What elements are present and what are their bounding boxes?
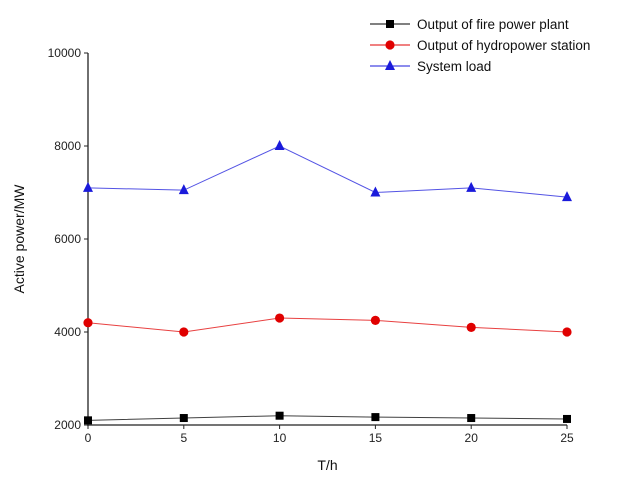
x-tick-label: 5 (180, 431, 187, 445)
chart-ticks: 0 5 10 15 20 25 2000 4000 6000 8000 10000 (48, 46, 574, 445)
legend-label: Output of fire power plant (417, 17, 569, 32)
chart-legend: Output of fire power plant Output of hydr… (370, 17, 590, 74)
data-point (466, 322, 476, 332)
x-tick-label: 15 (369, 431, 383, 445)
y-tick-label: 2000 (54, 418, 81, 432)
data-point (563, 414, 571, 423)
legend-item: System load (370, 59, 491, 74)
x-tick-label: 20 (465, 431, 479, 445)
data-point (84, 416, 92, 425)
data-point (371, 413, 380, 422)
y-tick-label: 8000 (54, 139, 81, 153)
y-tick-label: 6000 (54, 232, 81, 246)
data-point (178, 184, 189, 195)
data-point (562, 191, 572, 202)
chart-axes (87, 53, 567, 426)
legend-label: Output of hydropower station (417, 38, 590, 53)
data-point (83, 318, 93, 328)
data-point (370, 315, 380, 325)
y-tick-label: 4000 (54, 325, 81, 339)
series-1 (84, 411, 571, 425)
x-tick-label: 10 (273, 431, 287, 445)
data-point (466, 181, 477, 192)
x-tick-label: 0 (85, 431, 92, 445)
series-line (87, 415, 568, 421)
series-line (87, 317, 568, 333)
series-3 (83, 140, 572, 202)
x-axis-title: T/h (317, 457, 337, 473)
legend-item: Output of hydropower station (370, 38, 590, 53)
data-point (467, 414, 476, 423)
data-point (275, 411, 284, 420)
data-point (562, 327, 572, 337)
data-point (370, 186, 381, 197)
legend-item: Output of fire power plant (370, 17, 569, 32)
chart-series (83, 140, 572, 425)
series-2 (83, 313, 572, 337)
data-point (275, 313, 285, 323)
legend-label: System load (417, 59, 491, 74)
data-point (179, 327, 189, 337)
legend-marker (386, 20, 394, 28)
y-axis-title: Active power/MW (11, 184, 27, 294)
legend-marker (385, 40, 395, 50)
y-tick-label: 10000 (48, 46, 82, 60)
series-line (87, 145, 568, 198)
legend-marker (385, 60, 395, 70)
data-point (274, 140, 285, 150)
data-point (179, 414, 188, 423)
data-point (83, 181, 93, 192)
x-tick-label: 25 (560, 431, 574, 445)
